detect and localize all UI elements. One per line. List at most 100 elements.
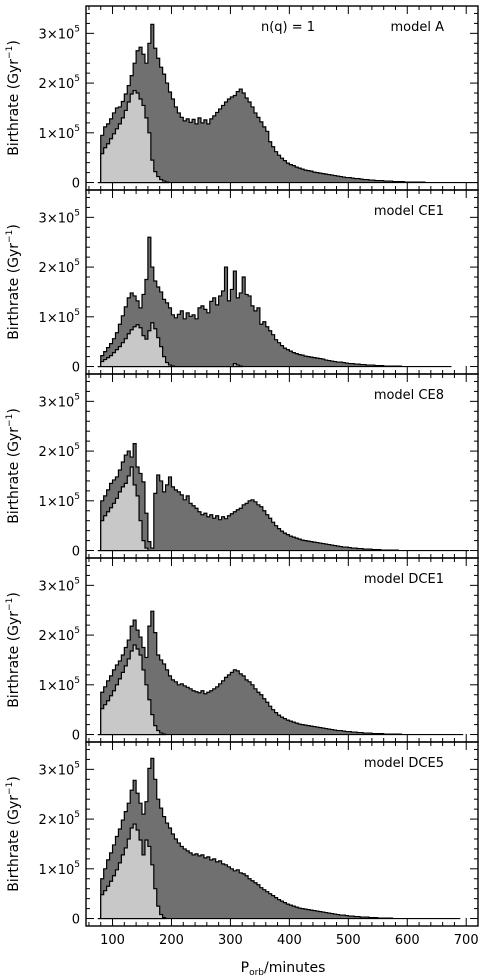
x-tick-label: 500 — [336, 933, 361, 948]
y-tick-mantissa: 0 — [72, 913, 80, 928]
y-axis-label-main: Birthrate (Gyr — [6, 611, 22, 708]
y-tick-exponent: 5 — [74, 308, 80, 318]
y-tick-mantissa: 3×10 — [39, 579, 75, 594]
y-axis-label-sup: −1 — [5, 46, 15, 59]
y-axis-label-sup: −1 — [5, 414, 15, 427]
histograms — [97, 443, 470, 552]
y-tick-mantissa: 2×10 — [39, 445, 75, 460]
y-tick-exponent: 5 — [74, 626, 80, 636]
y-axis-label: Birthrate (Gyr−1) — [5, 592, 22, 708]
panel-model-label: model CE1 — [374, 204, 444, 219]
y-axis-label: Birthrate (Gyr−1) — [5, 40, 22, 156]
y-tick-mantissa: 3×10 — [39, 211, 75, 226]
y-tick-mantissa: 3×10 — [39, 763, 75, 778]
y-tick-label: 1×105 — [39, 308, 80, 326]
y-tick-label: 2×105 — [39, 442, 80, 460]
y-tick-mantissa: 3×10 — [39, 27, 75, 42]
histograms — [97, 236, 452, 368]
y-axis-label-sup: −1 — [5, 230, 15, 243]
x-tick-label: 700 — [454, 933, 479, 948]
y-tick-exponent: 5 — [74, 860, 80, 870]
y-axis-label-main: Birthrate (Gyr — [6, 243, 22, 340]
y-tick-mantissa: 1×10 — [39, 127, 75, 142]
y-axis-label: Birthrate (Gyr−1) — [5, 776, 22, 892]
y-tick-label: 2×105 — [39, 258, 80, 276]
y-tick-label: 2×105 — [39, 810, 80, 828]
y-tick-exponent: 5 — [74, 492, 80, 502]
series-subset-bars — [97, 823, 167, 920]
y-axis-label-end: ) — [6, 592, 22, 597]
y-tick-label: 0 — [72, 361, 80, 376]
y-tick-label: 0 — [72, 177, 80, 192]
series-total-bars — [97, 23, 478, 184]
x-tick-label: 400 — [277, 933, 302, 948]
y-axis-label: Birthrate (Gyr−1) — [5, 408, 22, 524]
series-total-bars — [97, 757, 461, 920]
y-tick-label: 0 — [72, 913, 80, 928]
x-tick-label: 100 — [100, 933, 125, 948]
series-total-bars — [97, 610, 464, 736]
y-tick-label: 2×105 — [39, 74, 80, 92]
y-tick-label: 1×105 — [39, 492, 80, 510]
y-tick-exponent: 5 — [74, 74, 80, 84]
panel-model-label: model A — [390, 20, 444, 35]
y-axis-label-main: Birthrate (Gyr — [6, 427, 22, 524]
y-tick-mantissa: 3×10 — [39, 395, 75, 410]
series-total-bars — [97, 236, 452, 368]
y-tick-exponent: 5 — [74, 576, 80, 586]
histograms — [97, 757, 461, 920]
y-tick-mantissa: 2×10 — [39, 813, 75, 828]
y-tick-mantissa: 1×10 — [39, 863, 75, 878]
y-tick-label: 3×105 — [39, 208, 80, 226]
series-subset-bars — [97, 644, 167, 736]
y-axis-label-sup: −1 — [5, 598, 15, 611]
panel-frame — [85, 741, 479, 927]
y-tick-mantissa: 2×10 — [39, 261, 75, 276]
x-axis-label-rest: /minutes — [264, 960, 325, 976]
x-tick-label: 600 — [395, 933, 420, 948]
y-tick-mantissa: 0 — [72, 545, 80, 560]
y-tick-label: 0 — [72, 729, 80, 744]
y-axis-label-end: ) — [6, 224, 22, 229]
panel-annotation: n(q) = 1 — [261, 20, 315, 35]
panel-model-label: model DCE5 — [364, 756, 444, 771]
y-tick-exponent: 5 — [74, 24, 80, 34]
y-tick-label: 1×105 — [39, 124, 80, 142]
y-tick-exponent: 5 — [74, 810, 80, 820]
y-tick-mantissa: 1×10 — [39, 495, 75, 510]
histograms — [97, 610, 464, 736]
x-tick-label: 300 — [218, 933, 243, 948]
series-total-bars — [97, 443, 470, 552]
y-tick-mantissa: 0 — [72, 177, 80, 192]
y-tick-exponent: 5 — [74, 392, 80, 402]
y-axis-label-end: ) — [6, 776, 22, 781]
y-tick-mantissa: 0 — [72, 729, 80, 744]
y-tick-exponent: 5 — [74, 208, 80, 218]
series-subset-bars — [97, 466, 149, 552]
y-tick-label: 0 — [72, 545, 80, 560]
y-tick-label: 3×105 — [39, 24, 80, 42]
y-tick-exponent: 5 — [74, 760, 80, 770]
y-tick-mantissa: 2×10 — [39, 77, 75, 92]
y-axis-label-main: Birthrate (Gyr — [6, 795, 22, 892]
y-tick-exponent: 5 — [74, 676, 80, 686]
series-subset-bars — [97, 89, 170, 184]
x-tick-label: 200 — [159, 933, 184, 948]
y-tick-mantissa: 0 — [72, 361, 80, 376]
y-tick-label: 2×105 — [39, 626, 80, 644]
series-subset-bars — [97, 322, 243, 368]
y-tick-exponent: 5 — [74, 124, 80, 134]
y-tick-label: 3×105 — [39, 760, 80, 778]
y-tick-label: 3×105 — [39, 392, 80, 410]
x-axis-label: Porb/minutes — [241, 960, 326, 978]
panel-model-label: model CE8 — [374, 388, 444, 403]
y-axis-label-end: ) — [6, 40, 22, 45]
y-tick-exponent: 5 — [74, 258, 80, 268]
